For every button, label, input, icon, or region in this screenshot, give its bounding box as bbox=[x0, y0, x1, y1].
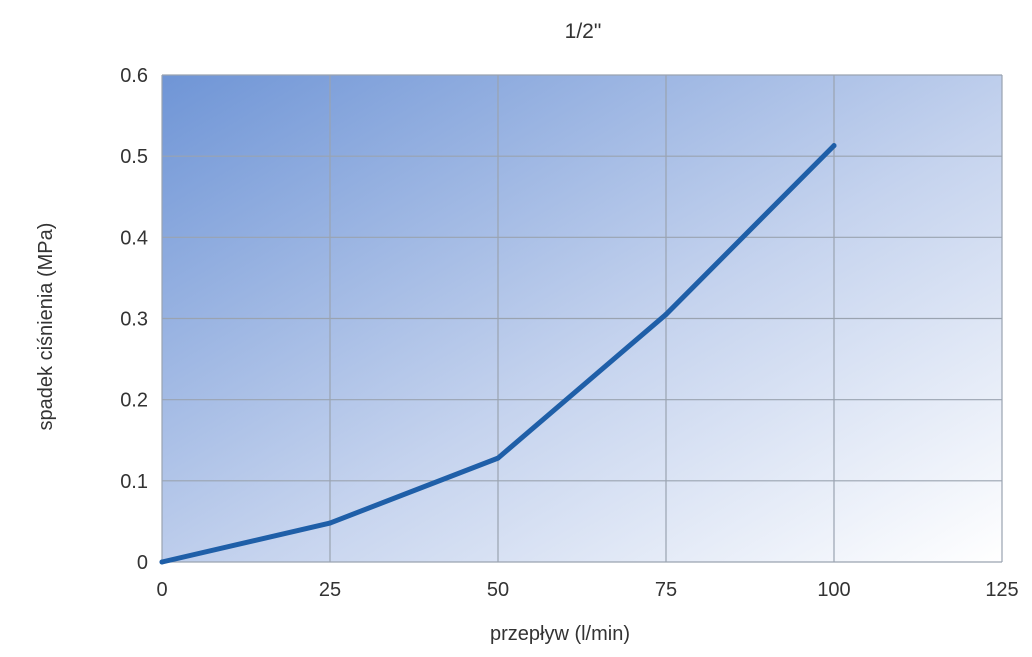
x-tick-label: 75 bbox=[655, 579, 677, 601]
series-layer bbox=[159, 143, 837, 565]
data-point bbox=[159, 559, 165, 565]
x-tick-label: 50 bbox=[487, 579, 509, 601]
data-point bbox=[327, 520, 333, 526]
y-tick-label: 0.1 bbox=[120, 471, 148, 493]
x-tick-label: 100 bbox=[817, 579, 850, 601]
x-axis-ticks: 0 25 50 75 100 125 bbox=[156, 579, 1018, 601]
y-tick-label: 0.3 bbox=[120, 309, 148, 331]
y-axis-ticks: 0 0.1 0.2 0.3 0.4 0.5 0.6 bbox=[120, 65, 148, 574]
y-tick-label: 0.5 bbox=[120, 146, 148, 168]
data-point bbox=[663, 311, 669, 317]
y-tick-label: 0.2 bbox=[120, 390, 148, 412]
y-axis-title: spadek ciśnienia (MPa) bbox=[35, 223, 57, 431]
data-point bbox=[831, 143, 837, 149]
x-axis-title: przepływ (l/min) bbox=[490, 623, 630, 645]
y-tick-label: 0.4 bbox=[120, 227, 148, 249]
x-tick-label: 25 bbox=[319, 579, 341, 601]
gridlines bbox=[161, 74, 1003, 563]
y-tick-label: 0 bbox=[137, 552, 148, 574]
chart-title: 1/2" bbox=[565, 20, 602, 43]
x-tick-label: 125 bbox=[985, 579, 1018, 601]
data-point bbox=[495, 455, 501, 461]
y-tick-label: 0.6 bbox=[120, 65, 148, 87]
x-tick-label: 0 bbox=[156, 579, 167, 601]
